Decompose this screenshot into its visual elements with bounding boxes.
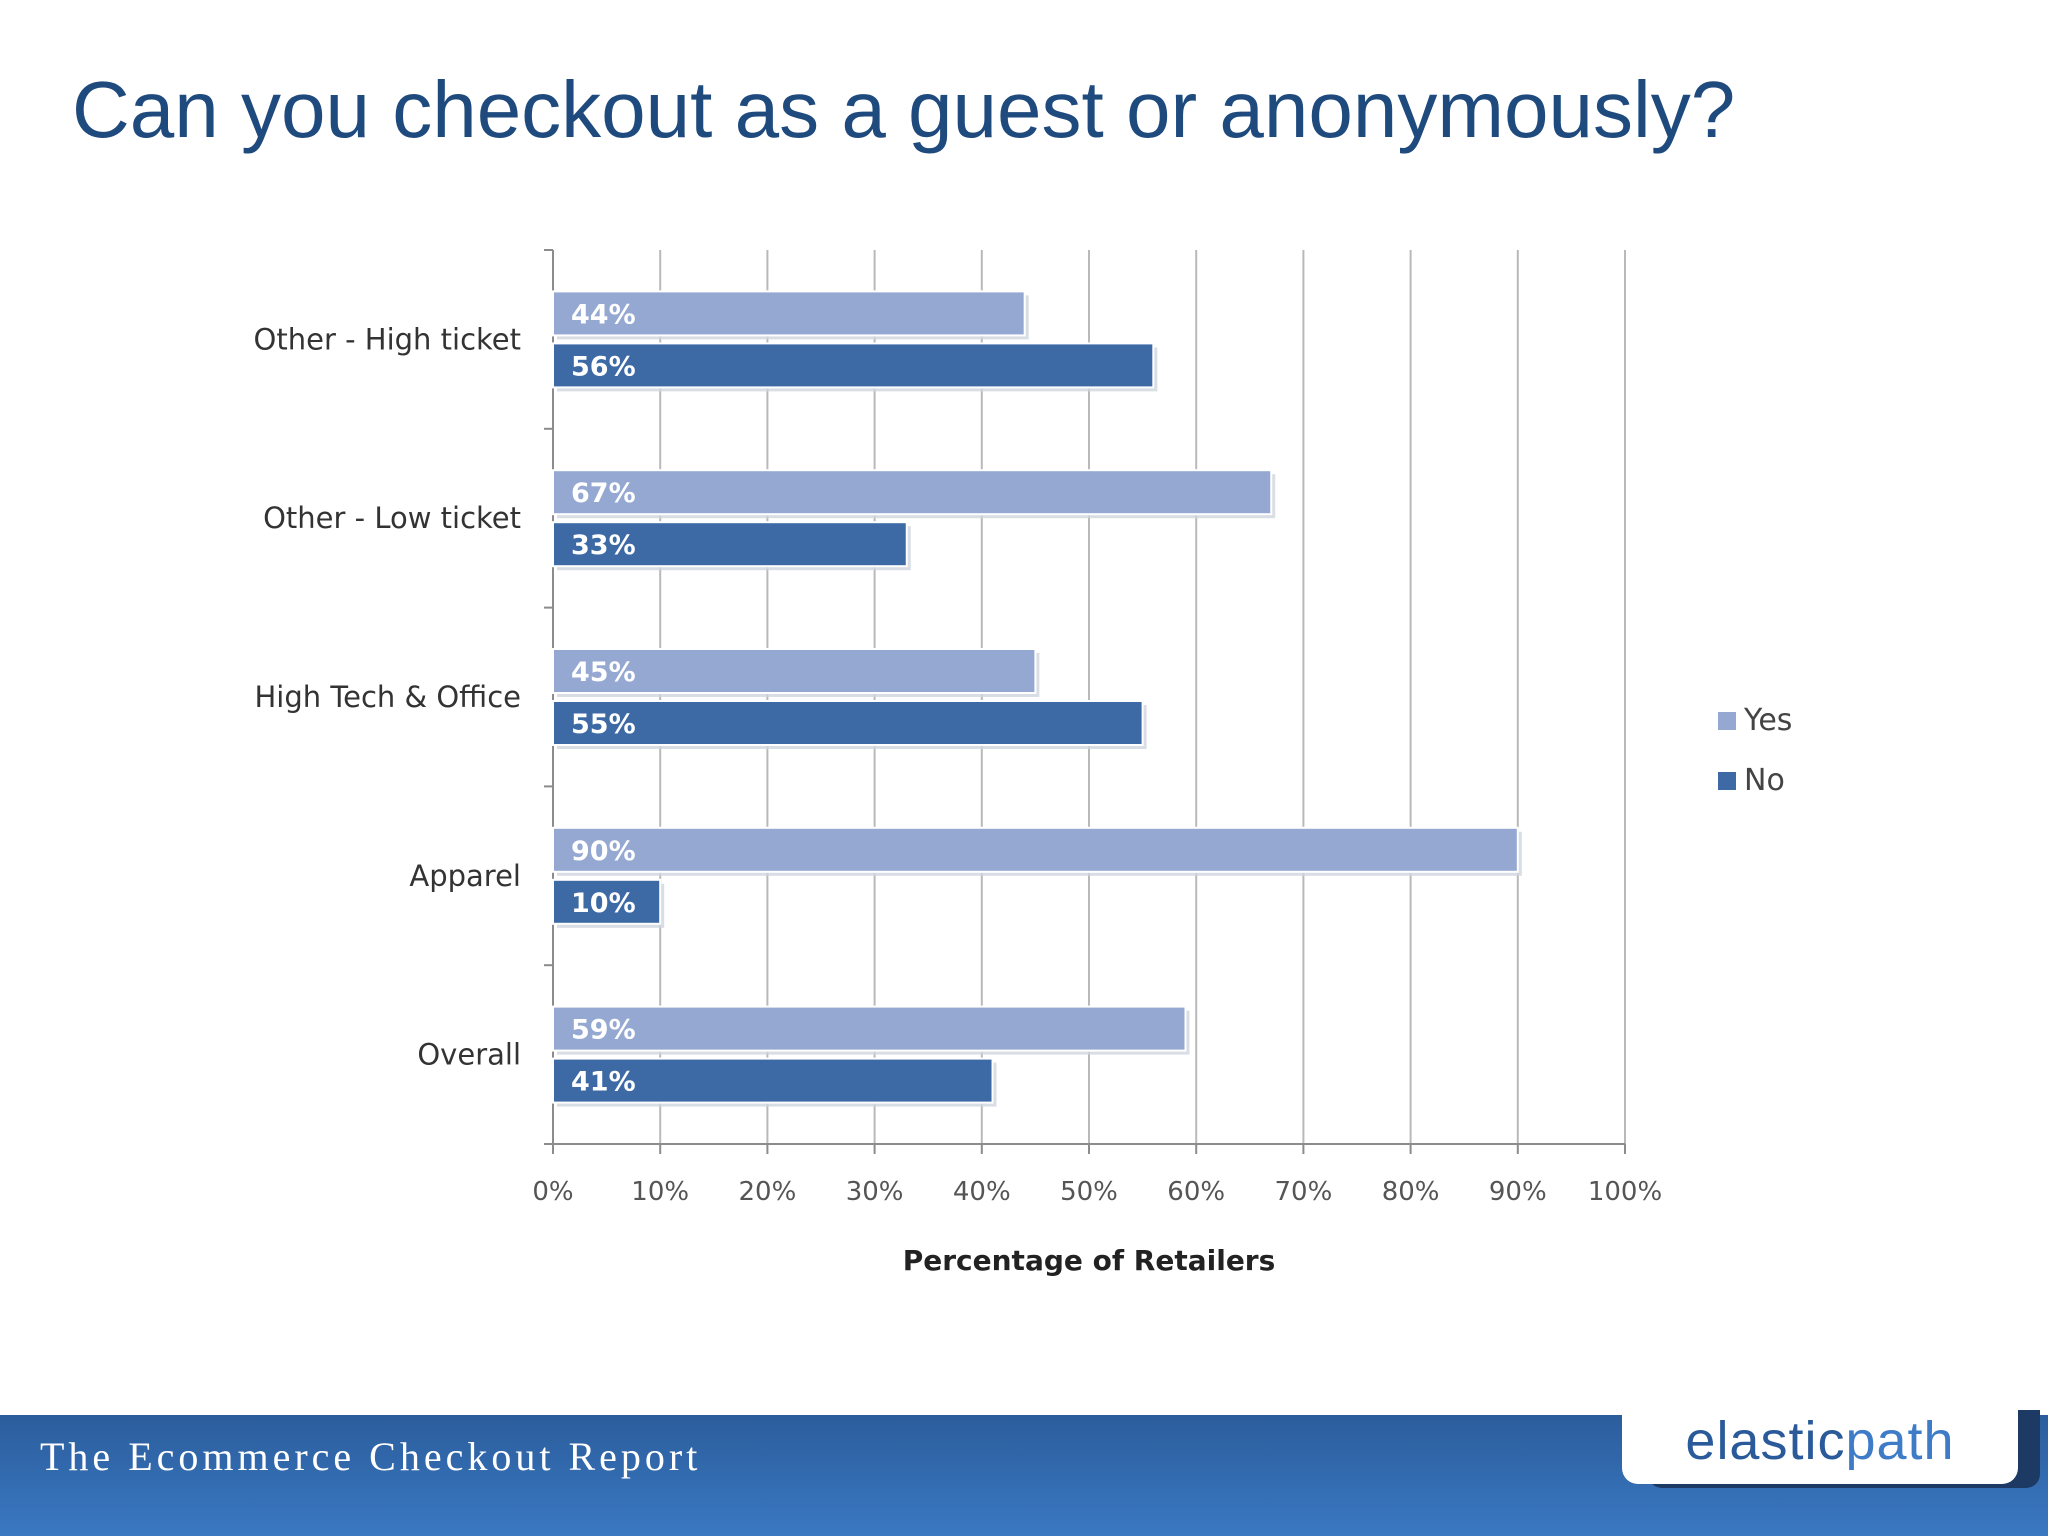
bar-yes — [552, 648, 1037, 694]
x-tick-label: 60% — [1167, 1177, 1225, 1207]
x-tick-label: 90% — [1489, 1177, 1547, 1207]
category-label: Apparel — [409, 859, 521, 893]
elasticpath-logo: elastic path — [1622, 1398, 2018, 1484]
chart-panel: 0% 10% 20% 30% 40% 50% 60% 70% 80% 90% 100% Other -… — [160, 172, 2020, 1412]
category-label: Overall — [417, 1038, 521, 1072]
x-tick-label: 20% — [739, 1177, 797, 1207]
bar-yes — [552, 1005, 1187, 1052]
footer-title: The Ecommerce Checkout Report — [40, 1434, 702, 1479]
category-label: High Tech & Office — [254, 680, 521, 714]
data-label: 59% — [571, 1015, 636, 1046]
legend-label: Yes — [1743, 703, 1792, 738]
category-label: Other - Low ticket — [263, 501, 521, 535]
x-tick-label: 80% — [1382, 1177, 1440, 1207]
logo-text-path: path — [1845, 1411, 1955, 1471]
data-label: 45% — [571, 657, 636, 688]
category-label: Other - High ticket — [254, 322, 521, 356]
bar-no — [552, 521, 908, 568]
legend-label: No — [1744, 763, 1785, 798]
data-label: 10% — [571, 888, 636, 919]
bar-yes — [552, 826, 1519, 873]
legend-swatch-no — [1718, 772, 1736, 790]
x-tick-label: 0% — [532, 1177, 573, 1207]
data-label: 33% — [571, 530, 636, 561]
bar-chart: 0% 10% 20% 30% 40% 50% 60% 70% 80% 90% 100% Other -… — [254, 249, 1792, 1277]
slide-title: Can you checkout as a guest or anonymous… — [72, 65, 1736, 154]
legend-swatch-yes — [1718, 712, 1736, 730]
bar-yes — [552, 469, 1273, 516]
x-tick-label: 30% — [846, 1177, 904, 1207]
x-axis-title: Percentage of Retailers — [903, 1244, 1276, 1277]
x-tick-label: 50% — [1060, 1177, 1118, 1207]
bar-yes — [552, 290, 1026, 337]
bar-no — [552, 342, 1155, 389]
data-label: 67% — [571, 478, 636, 509]
x-tick-label: 40% — [953, 1177, 1011, 1207]
data-label: 90% — [571, 836, 636, 867]
data-label: 44% — [571, 299, 636, 330]
x-tick-label: 70% — [1275, 1177, 1333, 1207]
data-label: 41% — [571, 1067, 636, 1098]
x-tick-label: 10% — [631, 1177, 689, 1207]
x-tick-label: 100% — [1588, 1177, 1662, 1207]
bar-no — [552, 1057, 994, 1104]
bar-no — [552, 878, 662, 925]
data-label: 56% — [571, 351, 636, 382]
logo-text-elastic: elastic — [1685, 1411, 1846, 1471]
data-label: 55% — [571, 709, 636, 740]
bar-no — [552, 700, 1144, 746]
